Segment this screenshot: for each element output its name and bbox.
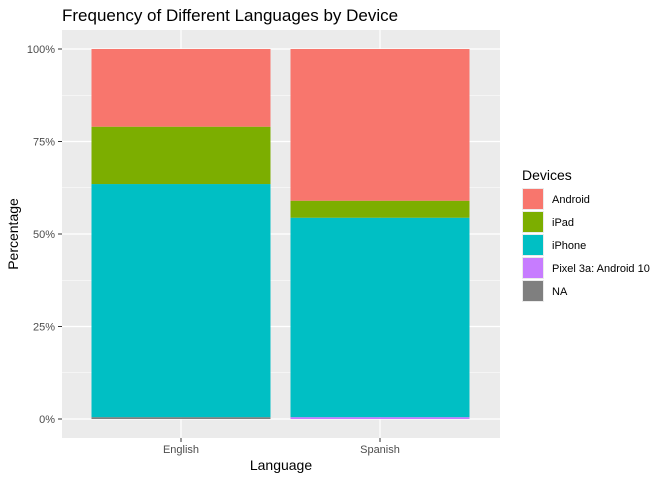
chart-title: Frequency of Different Languages by Devi… [62,6,398,25]
y-axis: 0% 25% 50% 75% 100% [27,44,62,426]
y-tick-label: 75% [33,137,55,149]
y-tick-label: 100% [27,44,55,56]
x-tick-label: Spanish [360,444,400,456]
legend-label-pixel-3a-android-10: Pixel 3a: Android 10 [552,263,650,275]
y-axis-title: Percentage [5,198,21,270]
x-axis-title: Language [250,457,313,473]
bars [91,49,470,419]
bar-english-ipad [91,126,271,185]
legend-label-android: Android [552,194,590,206]
legend-swatch-pixel-3a-android-10 [523,258,543,278]
legend-swatch-ipad [523,212,543,232]
bar-spanish-ipad [290,200,470,218]
legend-swatch-na [523,281,543,301]
bar-spanish-android [290,49,470,201]
legend-label-ipad: iPad [552,217,574,229]
legend-swatch-iphone [523,235,543,255]
x-tick-label: English [163,444,199,456]
legend-label-iphone: iPhone [552,240,586,252]
bar-english-iphone [91,184,271,418]
y-tick-label: 25% [33,322,55,334]
legend: Devices Android iPad iPhone Pixel 3a: Andro… [522,167,650,302]
y-tick-label: 50% [33,229,55,241]
legend-title: Devices [522,167,572,183]
y-tick-label: 0% [39,414,55,426]
x-axis: English Spanish [163,438,400,456]
legend-label-na: NA [552,286,568,298]
bar-spanish-pixel-3a-android-10 [290,417,470,419]
bar-spanish-iphone [290,217,470,418]
bar-english-na [91,417,271,419]
legend-swatch-android [523,189,543,209]
bar-english-android [91,49,271,127]
